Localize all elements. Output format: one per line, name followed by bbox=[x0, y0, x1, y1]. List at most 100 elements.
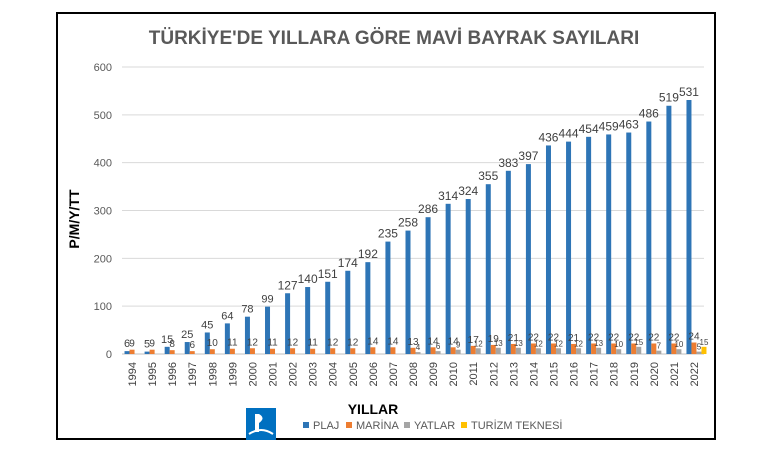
data-label: 531 bbox=[679, 85, 699, 99]
bar-mari̇na bbox=[169, 350, 175, 354]
y-tick-label: 600 bbox=[94, 62, 112, 74]
data-label: 15 bbox=[161, 334, 173, 346]
data-label: 355 bbox=[478, 169, 498, 183]
data-label: 12 bbox=[554, 339, 563, 348]
data-label: 24 bbox=[688, 332, 700, 343]
bar-mari̇na bbox=[390, 347, 396, 354]
data-label: 192 bbox=[358, 247, 378, 261]
bar-yatlar bbox=[535, 348, 541, 354]
bar-plaj bbox=[566, 141, 572, 354]
data-label: 454 bbox=[579, 122, 599, 136]
data-label: 22 bbox=[668, 332, 680, 343]
data-label: 11 bbox=[267, 338, 278, 349]
data-label: 4 bbox=[416, 343, 421, 352]
bar-plaj bbox=[586, 136, 592, 354]
data-label: 9 bbox=[129, 339, 135, 350]
bar-turi̇zm-teknesi̇ bbox=[701, 346, 707, 354]
data-label: 6 bbox=[436, 342, 441, 351]
data-label: 22 bbox=[528, 332, 540, 343]
data-label: 12 bbox=[327, 337, 339, 348]
bar-yatlar bbox=[455, 349, 461, 354]
data-label: 13 bbox=[407, 337, 419, 348]
x-tick-label: 2006 bbox=[368, 362, 380, 386]
bar-yatlar bbox=[656, 350, 662, 354]
bar-mari̇na bbox=[550, 343, 556, 354]
bar-mari̇na bbox=[611, 343, 617, 354]
y-tick-label: 100 bbox=[94, 301, 112, 313]
bar-plaj bbox=[265, 306, 271, 354]
data-label: 22 bbox=[608, 332, 620, 343]
bar-yatlar bbox=[495, 347, 501, 354]
legend: PLAJ MARİNA YATLAR TURİZM TEKNESİ bbox=[303, 419, 562, 432]
bar-mari̇na bbox=[571, 343, 577, 354]
data-label: 21 bbox=[568, 333, 580, 344]
bar-plaj bbox=[184, 342, 190, 354]
data-label: 463 bbox=[619, 118, 639, 132]
data-label: 14 bbox=[428, 336, 440, 347]
data-label: 12 bbox=[574, 339, 583, 348]
bar-yatlar bbox=[576, 348, 582, 354]
bar-yatlar bbox=[616, 349, 622, 354]
bar-mari̇na bbox=[310, 348, 316, 354]
legend-label: TURİZM TEKNESİ bbox=[471, 419, 562, 432]
bar-mari̇na bbox=[229, 348, 235, 354]
x-tick-label: 2012 bbox=[488, 362, 500, 386]
bar-mari̇na bbox=[209, 349, 215, 354]
data-label: 7 bbox=[657, 342, 662, 351]
data-label: 22 bbox=[588, 332, 600, 343]
bar-plaj bbox=[164, 346, 170, 354]
data-label: 5 bbox=[697, 343, 702, 352]
x-axis-title: YILLAR bbox=[348, 401, 399, 417]
bar-yatlar bbox=[435, 351, 441, 354]
chart-frame bbox=[56, 12, 716, 440]
bar-plaj bbox=[646, 121, 652, 354]
bar-plaj bbox=[666, 105, 672, 355]
bar-plaj bbox=[425, 217, 431, 354]
blue-flag-logo bbox=[246, 408, 276, 440]
bar-plaj bbox=[505, 170, 511, 354]
data-label: 6 bbox=[124, 338, 130, 350]
bar-plaj bbox=[405, 230, 411, 354]
data-label: 12 bbox=[287, 337, 299, 348]
bar-mari̇na bbox=[129, 349, 135, 354]
data-label: 397 bbox=[518, 149, 538, 163]
x-tick-label: 2014 bbox=[528, 362, 540, 386]
legend-swatch bbox=[346, 422, 352, 428]
data-label: 258 bbox=[398, 216, 418, 230]
x-tick-label: 2009 bbox=[428, 362, 440, 386]
data-label: 5 bbox=[144, 339, 150, 351]
bar-plaj bbox=[224, 323, 230, 354]
data-label: 140 bbox=[298, 272, 318, 286]
bar-mari̇na bbox=[330, 348, 336, 354]
bar-plaj bbox=[626, 132, 632, 354]
x-tick-label: 2016 bbox=[569, 362, 581, 386]
data-label: 25 bbox=[181, 329, 193, 341]
x-tick-label: 2003 bbox=[308, 362, 320, 386]
bar-mari̇na bbox=[430, 347, 436, 354]
data-label: 383 bbox=[498, 156, 518, 170]
bar-plaj bbox=[445, 203, 451, 354]
x-tick-label: 2017 bbox=[589, 362, 601, 386]
x-tick-label: 2000 bbox=[247, 362, 259, 386]
data-label: 99 bbox=[261, 294, 273, 306]
data-label: 22 bbox=[628, 332, 640, 343]
data-label: 10 bbox=[207, 338, 219, 349]
bar-mari̇na bbox=[350, 348, 356, 354]
bar-plaj bbox=[545, 145, 551, 354]
bar-mari̇na bbox=[470, 345, 476, 354]
data-label: 22 bbox=[548, 332, 560, 343]
data-label: 11 bbox=[307, 338, 318, 349]
data-label: 64 bbox=[221, 310, 233, 322]
bar-yatlar bbox=[515, 347, 521, 354]
data-label: 444 bbox=[559, 127, 579, 141]
data-label: 436 bbox=[538, 130, 558, 144]
bar-plaj bbox=[686, 100, 692, 354]
bar-mari̇na bbox=[189, 351, 195, 354]
bar-plaj bbox=[124, 351, 130, 354]
bar-mari̇na bbox=[410, 347, 416, 354]
x-tick-label: 2010 bbox=[448, 362, 460, 386]
data-label: 151 bbox=[318, 267, 338, 281]
x-tick-label: 2020 bbox=[649, 362, 661, 386]
